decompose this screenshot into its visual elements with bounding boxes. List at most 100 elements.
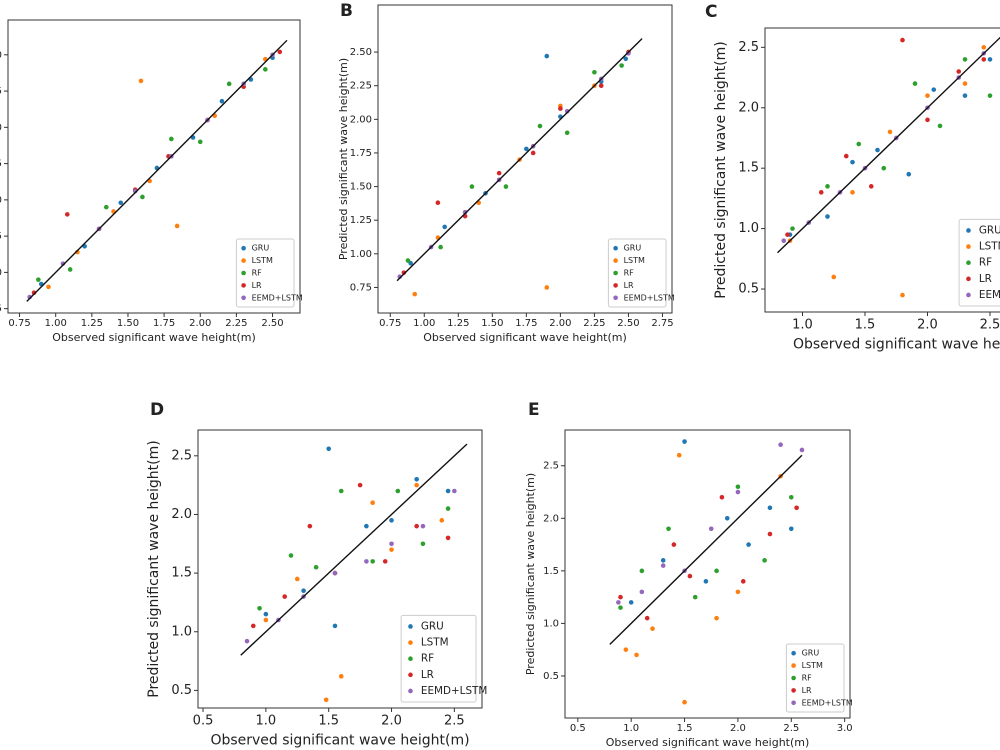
point bbox=[825, 184, 830, 189]
reference-line bbox=[777, 36, 1000, 254]
y-tick-label: 2.5 bbox=[738, 40, 759, 55]
point bbox=[544, 285, 550, 290]
point bbox=[925, 117, 930, 123]
legend-marker bbox=[791, 663, 796, 668]
legend-marker bbox=[241, 258, 246, 263]
point bbox=[469, 184, 475, 189]
panel: 1.0 1.5 2.0 2.5 0.5 1.0 1.5 2.0 2.5 Observed sign… bbox=[705, 2, 1000, 353]
point bbox=[226, 81, 232, 87]
y-tick-label: 0.75 bbox=[0, 304, 2, 315]
legend-label: GRU bbox=[979, 224, 1000, 236]
point bbox=[714, 568, 719, 574]
point bbox=[294, 576, 300, 582]
point bbox=[364, 559, 369, 564]
x-tick-label: 1.50 bbox=[481, 318, 503, 329]
point bbox=[785, 232, 790, 237]
point bbox=[138, 78, 144, 84]
legend-marker bbox=[241, 245, 246, 251]
y-tick-label: 1.50 bbox=[0, 195, 2, 206]
point bbox=[558, 106, 563, 111]
point bbox=[118, 200, 124, 206]
x-tick-label: 2.75 bbox=[651, 318, 673, 329]
point bbox=[788, 494, 794, 500]
x-axis-label: Observed significant wave height(m) bbox=[793, 337, 1000, 353]
point bbox=[724, 515, 730, 521]
point bbox=[708, 526, 714, 532]
y-tick-label: 2.25 bbox=[350, 81, 372, 92]
x-tick-label: 2.0 bbox=[730, 723, 746, 734]
point bbox=[912, 81, 918, 86]
y-tick-label: 1.00 bbox=[350, 249, 372, 260]
point bbox=[956, 69, 962, 74]
point bbox=[868, 184, 874, 189]
y-tick-label: 2.5 bbox=[543, 461, 559, 472]
y-tick-label: 1.75 bbox=[0, 159, 2, 170]
legend-marker bbox=[408, 688, 413, 694]
point bbox=[660, 558, 666, 563]
point bbox=[843, 153, 849, 159]
point bbox=[332, 570, 338, 576]
x-tick-label: 2.5 bbox=[444, 714, 465, 729]
point bbox=[564, 130, 570, 136]
y-tick-label: 1.25 bbox=[0, 231, 2, 242]
point bbox=[778, 442, 783, 448]
point bbox=[962, 57, 968, 62]
y-tick-label: 0.5 bbox=[543, 671, 559, 682]
x-tick-label: 1.0 bbox=[623, 723, 639, 734]
point bbox=[524, 146, 529, 152]
point bbox=[937, 123, 943, 129]
point bbox=[925, 93, 930, 98]
point bbox=[64, 212, 70, 217]
y-tick-label: 2.0 bbox=[543, 513, 559, 524]
x-tick-label: 3.0 bbox=[837, 723, 853, 734]
point bbox=[370, 559, 375, 564]
x-tick-label: 1.5 bbox=[855, 318, 876, 333]
point bbox=[323, 697, 329, 703]
point bbox=[46, 284, 51, 290]
point bbox=[639, 589, 645, 595]
legend-frame bbox=[958, 218, 1000, 307]
point bbox=[981, 45, 987, 50]
legend-marker bbox=[791, 700, 796, 706]
legend-label: RF bbox=[802, 674, 813, 683]
point bbox=[326, 446, 331, 452]
legend-label: RF bbox=[421, 653, 434, 665]
point bbox=[623, 647, 629, 652]
x-tick-label: 0.5 bbox=[570, 723, 586, 734]
point bbox=[644, 615, 650, 621]
point bbox=[671, 542, 677, 547]
point bbox=[825, 214, 830, 219]
x-tick-label: 2.0 bbox=[381, 714, 402, 729]
y-tick-label: 1.0 bbox=[543, 618, 559, 629]
y-tick-label: 1.5 bbox=[738, 161, 759, 176]
point bbox=[370, 500, 375, 506]
point bbox=[962, 81, 968, 86]
point bbox=[650, 626, 655, 631]
legend-marker bbox=[241, 283, 246, 288]
x-tick-label: 1.00 bbox=[45, 318, 67, 329]
point bbox=[250, 623, 256, 629]
point bbox=[414, 523, 419, 529]
x-tick-label: 1.25 bbox=[81, 318, 103, 329]
point bbox=[257, 605, 262, 611]
panel: 0.5 1.0 1.5 2.0 2.5 3.0 0.5 1.0 1.5 2.0 2.5 Observe… bbox=[524, 400, 853, 749]
x-tick-label: 0.75 bbox=[379, 318, 401, 329]
legend-marker bbox=[791, 675, 796, 681]
point bbox=[263, 67, 268, 72]
point bbox=[618, 594, 623, 600]
legend-marker bbox=[408, 624, 413, 629]
legend-frame bbox=[785, 643, 845, 713]
point bbox=[735, 484, 741, 490]
y-axis-label: Predicted significant wave height(m) bbox=[713, 41, 729, 298]
x-axis-label: Observed significant wave height(m) bbox=[52, 331, 256, 344]
panel: 0.75 1.00 1.25 1.50 1.75 2.00 2.25 2.50 2.75 0.75… bbox=[337, 1, 675, 344]
x-tick-label: 2.0 bbox=[917, 318, 938, 333]
reference-line bbox=[240, 443, 468, 656]
y-tick-label: 2.50 bbox=[0, 50, 2, 61]
y-tick-label: 0.75 bbox=[350, 282, 372, 293]
y-tick-label: 1.00 bbox=[0, 267, 2, 278]
point bbox=[277, 49, 283, 55]
x-tick-label: 2.00 bbox=[549, 318, 571, 329]
legend-marker bbox=[408, 672, 413, 678]
legend-label: LSTM bbox=[421, 637, 449, 649]
